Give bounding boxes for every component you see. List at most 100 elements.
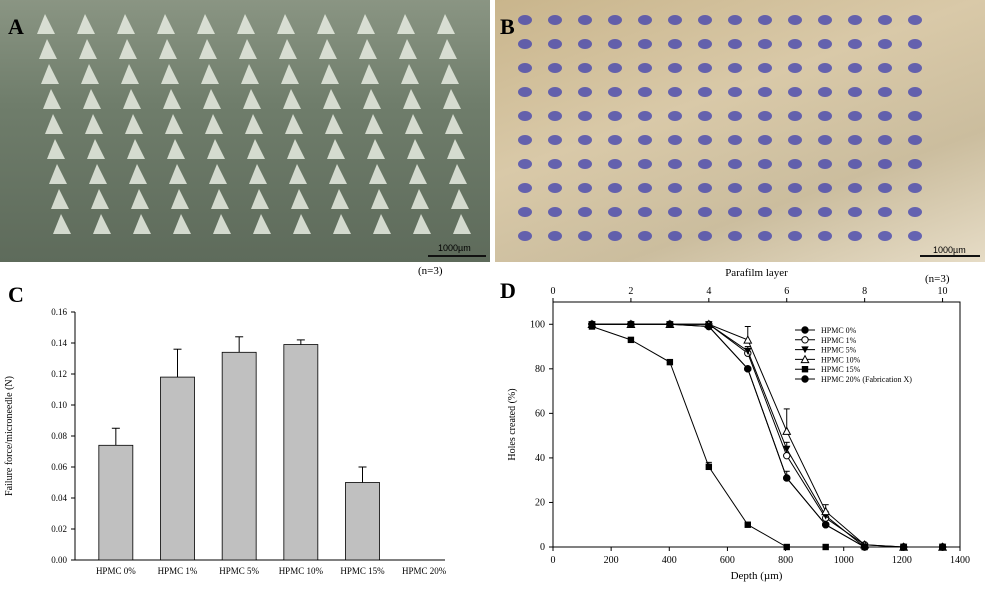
panel-b-photo: 1000µm [495, 0, 985, 262]
stained-hole-mark [728, 135, 742, 145]
y-axis-label-d: Holes created (%) [507, 388, 518, 460]
x-tick-label-d: 800 [778, 555, 793, 566]
stained-hole-mark [728, 15, 742, 25]
microneedle-shape [365, 114, 383, 134]
stained-hole-mark [548, 231, 562, 241]
y-tick-label-c: 0.08 [51, 431, 67, 441]
microneedle-shape [373, 214, 391, 234]
microneedle-shape [371, 189, 389, 209]
stained-hole-mark [518, 39, 532, 49]
stained-hole-mark [638, 207, 652, 217]
panel-a-photo: 1000µm [0, 0, 490, 262]
stained-hole-mark [818, 111, 832, 121]
stained-hole-mark [578, 39, 592, 49]
stained-hole-mark [548, 183, 562, 193]
stained-hole-mark [818, 39, 832, 49]
stained-hole-mark [518, 111, 532, 121]
microneedle-shape [361, 64, 379, 84]
stained-hole-mark [818, 231, 832, 241]
stained-hole-mark [788, 207, 802, 217]
legend-marker [801, 375, 809, 383]
legend-label: HPMC 0% [821, 326, 857, 335]
data-point [783, 474, 791, 482]
stained-hole-mark [788, 63, 802, 73]
legend-marker [801, 336, 809, 344]
stained-hole-mark [788, 159, 802, 169]
microneedle-shape [317, 14, 335, 34]
y-tick-label-d: 0 [540, 542, 545, 553]
stained-hole-mark [698, 15, 712, 25]
x-axis-label-d: Depth (µm) [731, 570, 783, 582]
microneedle-shape [369, 164, 387, 184]
microneedle-shape [77, 14, 95, 34]
legend-label: HPMC 20% (Fabrication X) [821, 375, 912, 384]
stained-hole-mark [848, 15, 862, 25]
y-tick-label-d: 60 [535, 408, 545, 419]
stained-hole-mark [578, 15, 592, 25]
data-point [666, 358, 674, 366]
stained-hole-mark [908, 15, 922, 25]
stained-hole-mark [518, 63, 532, 73]
microneedle-shape [333, 214, 351, 234]
microneedle-shape [133, 214, 151, 234]
y-tick-label-d: 40 [535, 453, 545, 464]
microneedle-shape [167, 139, 185, 159]
data-point [822, 543, 829, 551]
y-tick-label-c: 0.16 [51, 307, 67, 317]
legend-label: HPMC 1% [821, 336, 857, 345]
stained-hole-mark [758, 87, 772, 97]
stained-hole-mark [878, 63, 892, 73]
stained-hole-mark [788, 15, 802, 25]
y-tick-label-d: 20 [535, 497, 545, 508]
microneedle-shape [289, 164, 307, 184]
stained-hole-mark [608, 135, 622, 145]
failure-force-bar-chart: 0.00 0.02 0.04 0.06 0.08 0.10 0.12 0.14 0.16 Fail… [4, 307, 447, 576]
stained-hole-mark [878, 111, 892, 121]
stained-hole-mark [728, 183, 742, 193]
microneedle-shape [367, 139, 385, 159]
stained-hole-mark [668, 135, 682, 145]
microneedle-shape [323, 89, 341, 109]
microneedle-shape [285, 114, 303, 134]
bar-4 [283, 344, 319, 561]
microneedle-shape [79, 39, 97, 59]
microneedle-shape [203, 89, 221, 109]
stained-hole-mark [578, 159, 592, 169]
y-tick-label-c: 0.12 [51, 369, 67, 379]
data-point [744, 521, 751, 528]
data-point [783, 543, 790, 551]
bar-5 [345, 482, 380, 561]
stained-hole-mark [848, 231, 862, 241]
stained-hole-mark [698, 63, 712, 73]
microneedle-shape [239, 39, 257, 59]
microneedle-shape [399, 39, 417, 59]
stained-hole-mark [788, 111, 802, 121]
y-tick-label-c: 0.10 [51, 400, 67, 410]
stained-hole-mark [848, 159, 862, 169]
data-point [743, 335, 753, 344]
stained-holes-image [518, 15, 922, 241]
microneedle-shape [325, 114, 343, 134]
series-3 [588, 321, 947, 551]
microneedle-array-image [37, 14, 471, 234]
stained-hole-mark [548, 63, 562, 73]
stained-hole-mark [638, 231, 652, 241]
microneedle-shape [173, 214, 191, 234]
y-axis-label-c: Failure force/microneedle (N) [4, 376, 15, 496]
microneedle-shape [201, 64, 219, 84]
series-6 [588, 320, 947, 551]
stained-hole-mark [668, 87, 682, 97]
stained-hole-mark [518, 183, 532, 193]
stained-hole-mark [578, 63, 592, 73]
microneedle-shape [441, 64, 459, 84]
microneedle-shape [327, 139, 345, 159]
stained-hole-mark [608, 159, 622, 169]
scale-bar-b [920, 255, 980, 257]
data-point [821, 506, 831, 516]
stained-hole-mark [518, 159, 532, 169]
stained-hole-mark [668, 159, 682, 169]
stained-hole-mark [638, 87, 652, 97]
top-x-tick-label-d: 8 [862, 286, 867, 297]
stained-hole-mark [908, 87, 922, 97]
microneedle-shape [89, 164, 107, 184]
